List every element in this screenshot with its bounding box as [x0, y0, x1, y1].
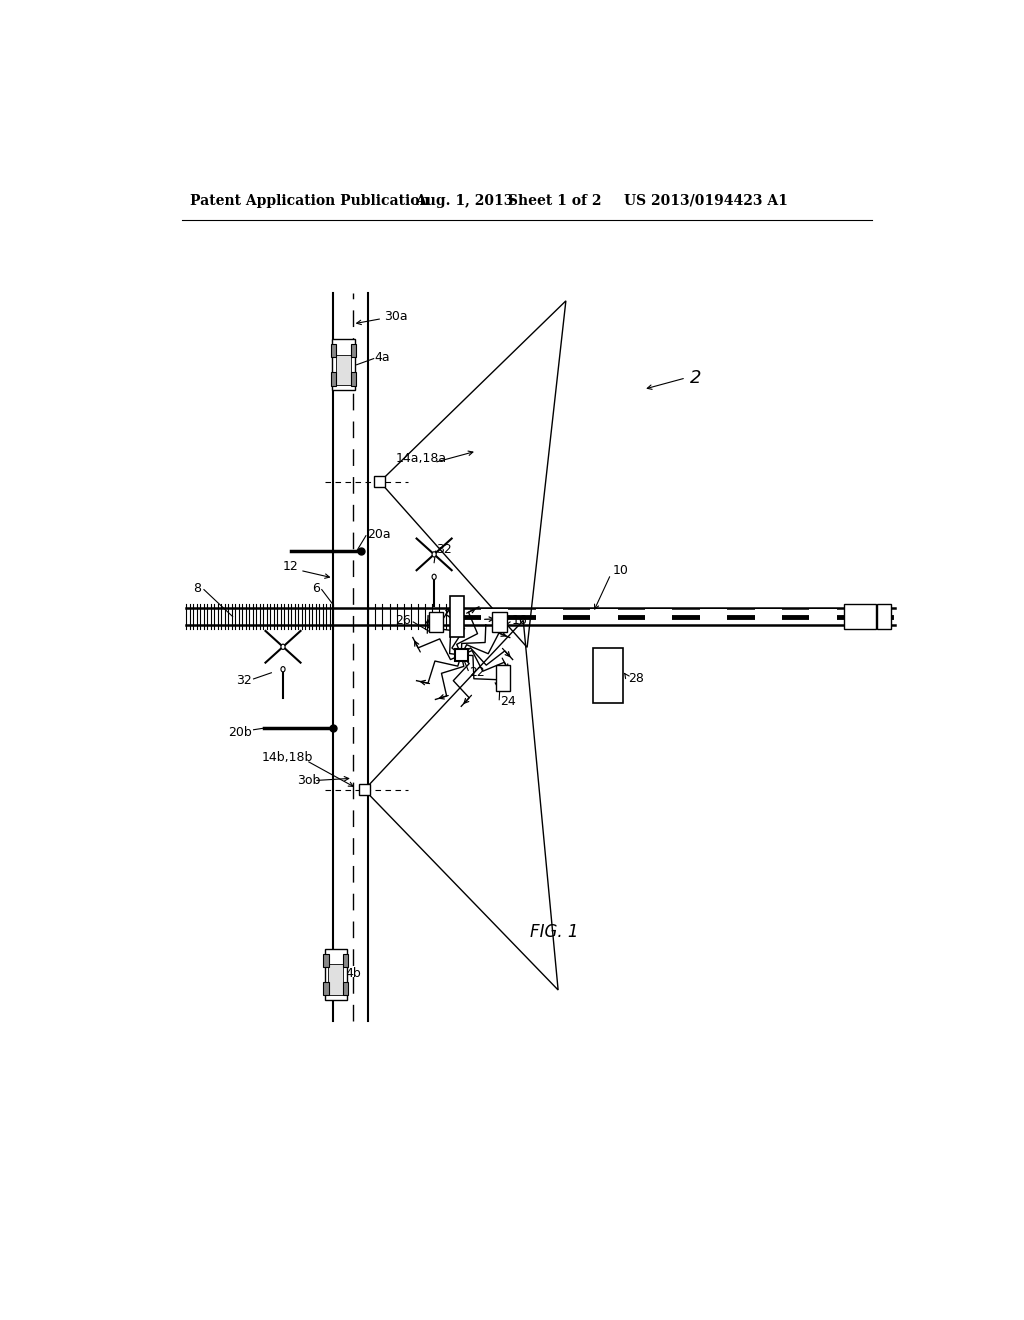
- Bar: [325, 949, 347, 1001]
- Text: 24: 24: [500, 694, 516, 708]
- Bar: [323, 954, 329, 968]
- Bar: [878, 605, 891, 628]
- Bar: [375, 477, 385, 487]
- Text: 30a: 30a: [384, 310, 408, 323]
- Text: 20a: 20a: [367, 528, 390, 541]
- Text: 22: 22: [469, 667, 484, 680]
- Text: 26: 26: [395, 614, 411, 627]
- Bar: [481, 610, 508, 623]
- Text: 14a,18a: 14a,18a: [395, 453, 446, 465]
- Text: 4a: 4a: [375, 351, 390, 363]
- Text: Patent Application Publication: Patent Application Publication: [190, 194, 430, 207]
- Bar: [350, 345, 356, 358]
- Circle shape: [281, 644, 285, 649]
- Text: 2: 2: [690, 368, 701, 387]
- Text: 16: 16: [512, 614, 527, 627]
- Text: Aug. 1, 2013: Aug. 1, 2013: [415, 194, 513, 207]
- Text: 20b: 20b: [228, 726, 252, 739]
- Bar: [350, 372, 356, 385]
- Text: 8: 8: [194, 582, 202, 594]
- Bar: [331, 372, 336, 385]
- Bar: [645, 610, 673, 623]
- Bar: [450, 597, 464, 636]
- Bar: [331, 345, 336, 358]
- Bar: [699, 610, 727, 623]
- Bar: [844, 605, 876, 628]
- Text: 28: 28: [628, 672, 644, 685]
- Bar: [343, 954, 348, 968]
- Bar: [455, 648, 468, 661]
- Text: 32: 32: [237, 675, 252, 686]
- Circle shape: [432, 552, 436, 557]
- Circle shape: [281, 667, 285, 672]
- Bar: [336, 355, 351, 385]
- Text: 32: 32: [436, 543, 453, 556]
- Text: 3ob: 3ob: [297, 774, 321, 787]
- Bar: [536, 610, 563, 623]
- Text: 6: 6: [312, 582, 321, 594]
- Bar: [755, 610, 782, 623]
- Bar: [809, 610, 837, 623]
- Bar: [590, 610, 617, 623]
- Bar: [323, 982, 329, 995]
- Text: 10: 10: [612, 564, 629, 577]
- Bar: [429, 612, 443, 632]
- Bar: [864, 610, 891, 623]
- Bar: [333, 339, 354, 391]
- Bar: [358, 784, 370, 796]
- Text: 14b,18b: 14b,18b: [261, 751, 312, 764]
- Circle shape: [432, 574, 436, 579]
- Bar: [343, 982, 348, 995]
- Text: FIG. 1: FIG. 1: [530, 923, 579, 941]
- Text: Sheet 1 of 2: Sheet 1 of 2: [508, 194, 601, 207]
- Bar: [493, 612, 507, 632]
- Text: 12: 12: [283, 560, 299, 573]
- Text: 4b: 4b: [345, 966, 360, 979]
- Bar: [328, 965, 343, 995]
- Bar: [593, 648, 624, 704]
- Text: US 2013/0194423 A1: US 2013/0194423 A1: [624, 194, 787, 207]
- Bar: [496, 665, 510, 690]
